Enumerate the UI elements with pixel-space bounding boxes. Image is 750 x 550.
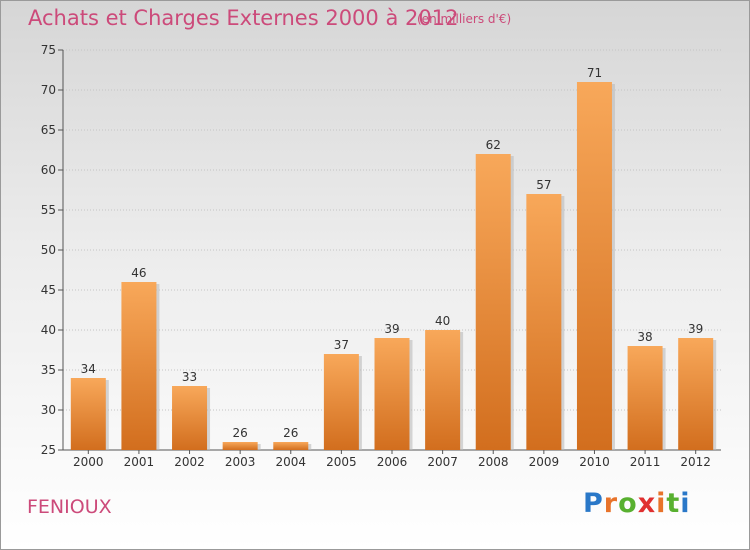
x-tick-label: 2010 — [579, 455, 610, 469]
logo-letter: x — [637, 488, 657, 519]
bar — [678, 338, 714, 450]
logo-letter: i — [656, 488, 667, 519]
logo-letter: P — [583, 488, 604, 519]
bar-value-label: 39 — [384, 322, 399, 336]
bar — [627, 346, 663, 450]
bar — [374, 338, 410, 450]
y-tick-label: 65 — [41, 123, 56, 137]
y-tick-label: 25 — [41, 443, 56, 457]
bar-value-label: 26 — [233, 426, 248, 440]
bar — [576, 82, 612, 450]
bar — [222, 442, 258, 450]
bar-value-label: 57 — [536, 178, 551, 192]
bar-value-label: 40 — [435, 314, 450, 328]
bar-value-label: 38 — [637, 330, 652, 344]
x-tick-label: 2002 — [174, 455, 205, 469]
x-tick-label: 2003 — [225, 455, 256, 469]
bar — [70, 378, 106, 450]
y-tick-label: 45 — [41, 283, 56, 297]
bar-value-label: 26 — [283, 426, 298, 440]
bar-value-label: 33 — [182, 370, 197, 384]
commune-name: FENIOUX — [27, 496, 112, 518]
x-tick-label: 2006 — [377, 455, 408, 469]
y-tick-label: 35 — [41, 363, 56, 377]
chart-unit: (en milliers d'€) — [417, 12, 512, 26]
x-tick-label: 2012 — [680, 455, 711, 469]
bar — [172, 386, 208, 450]
y-tick-label: 60 — [41, 163, 56, 177]
proxiti-logo: Proxiti — [583, 488, 691, 519]
bar — [475, 154, 511, 450]
bar — [273, 442, 309, 450]
bar-value-label: 62 — [486, 138, 501, 152]
x-tick-label: 2001 — [124, 455, 155, 469]
bar — [526, 194, 562, 450]
x-tick-label: 2011 — [630, 455, 661, 469]
y-tick-label: 75 — [41, 43, 56, 57]
chart-title: Achats et Charges Externes 2000 à 2012 — [28, 6, 459, 30]
y-tick-label: 55 — [41, 203, 56, 217]
y-tick-label: 70 — [41, 83, 56, 97]
bar — [121, 282, 157, 450]
x-tick-label: 2008 — [478, 455, 509, 469]
bar — [425, 330, 461, 450]
logo-letter: o — [618, 488, 638, 519]
logo-letter: t — [666, 488, 681, 519]
y-tick-label: 50 — [41, 243, 56, 257]
bar-value-label: 39 — [688, 322, 703, 336]
logo-letter: r — [603, 488, 619, 519]
x-tick-label: 2007 — [427, 455, 458, 469]
logo-letter: i — [680, 488, 691, 519]
x-tick-label: 2009 — [529, 455, 560, 469]
y-tick-label: 30 — [41, 403, 56, 417]
bar-value-label: 46 — [131, 266, 146, 280]
y-tick-label: 40 — [41, 323, 56, 337]
x-tick-label: 2005 — [326, 455, 357, 469]
bar-value-label: 37 — [334, 338, 349, 352]
bar — [323, 354, 359, 450]
bar-value-label: 34 — [81, 362, 96, 376]
x-tick-label: 2000 — [73, 455, 104, 469]
bar-value-label: 71 — [587, 66, 602, 80]
x-tick-label: 2004 — [275, 455, 306, 469]
